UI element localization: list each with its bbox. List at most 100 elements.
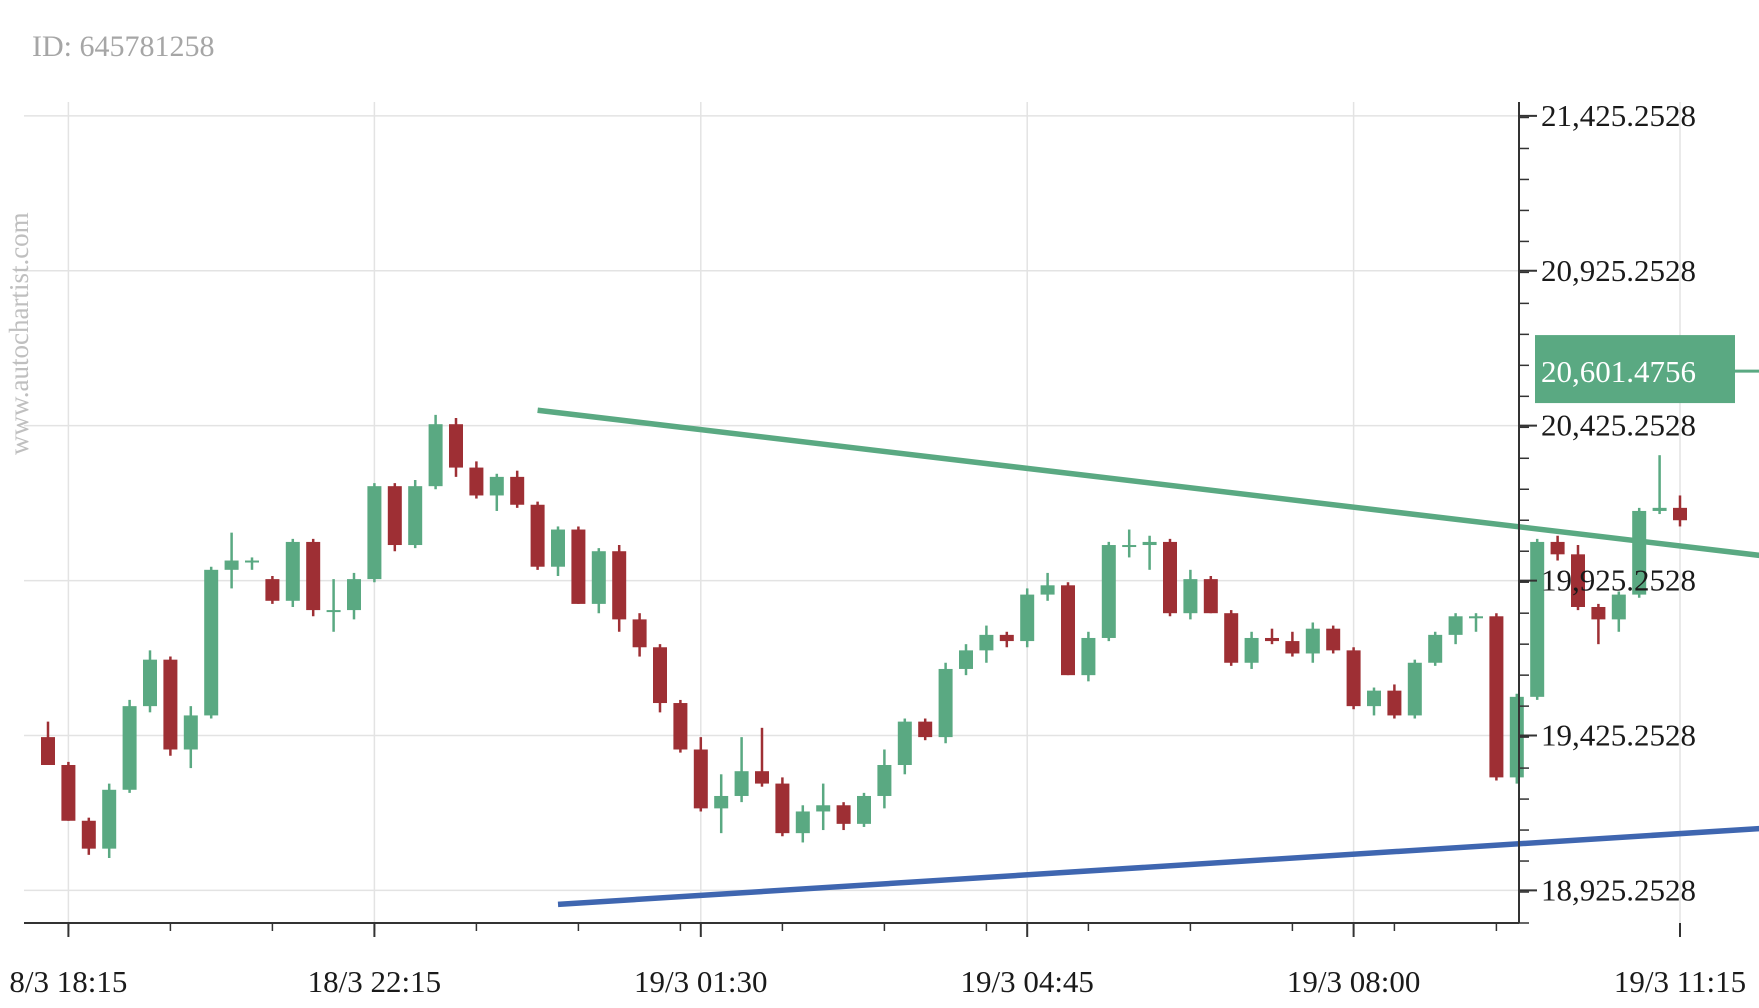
candle-body	[1265, 637, 1279, 642]
candle-body	[571, 529, 586, 604]
candle-body	[1469, 616, 1483, 619]
candle-body	[1489, 616, 1504, 778]
candle-body	[938, 668, 953, 738]
candle-body	[1428, 634, 1443, 663]
candle-body	[285, 541, 300, 601]
y-tick-label: 19,925.2528	[1541, 563, 1696, 598]
y-tick-label: 21,425.2528	[1541, 98, 1696, 133]
candle-body	[469, 467, 484, 496]
x-tick-label: 19/3 01:30	[634, 964, 767, 999]
candle-body	[836, 805, 851, 824]
candle-body	[1040, 585, 1055, 595]
x-tick-label: 8/3 18:15	[9, 964, 127, 999]
candle-body	[41, 737, 55, 765]
candle-body	[102, 789, 117, 849]
candle-body	[1550, 541, 1565, 555]
candle-body	[959, 650, 973, 669]
watermark: www.autochartist.com	[4, 212, 34, 455]
x-tick-label: 18/3 22:15	[308, 964, 441, 999]
candle-body	[1163, 541, 1177, 614]
candle-body	[612, 551, 627, 620]
candle-body	[61, 764, 76, 821]
candle-body	[653, 647, 667, 704]
axis-labels: 21,425.2528 20,925.2528 20,425.2528 19,925.…	[9, 98, 1746, 999]
candle-body	[551, 529, 565, 567]
candle-body	[306, 541, 321, 611]
candle-body	[449, 424, 463, 468]
candle-body	[489, 476, 504, 496]
support-line	[557, 825, 1759, 908]
candle-body	[81, 820, 96, 849]
target-price-badge	[1535, 335, 1735, 404]
candle-body	[714, 795, 729, 809]
candle-body	[734, 771, 749, 796]
candle-body	[122, 706, 137, 790]
candle-body	[632, 619, 647, 648]
candle-body	[775, 783, 790, 834]
candle-body	[1020, 594, 1035, 642]
x-tick-label: 19/3 08:00	[1287, 964, 1420, 999]
candle-body	[428, 424, 443, 487]
candle-body	[857, 795, 871, 824]
candle-body	[204, 569, 219, 716]
y-tick-label: 20,925.2528	[1541, 253, 1696, 288]
candle-body	[591, 551, 606, 604]
chart-id-label: ID: 645781258	[32, 30, 215, 63]
candle-body	[1142, 541, 1157, 546]
y-tick-label: 19,425.2528	[1541, 717, 1696, 752]
candle-body	[1061, 585, 1075, 676]
resistance-line	[537, 407, 1759, 559]
grid-lines	[24, 102, 1681, 923]
candlesticks	[41, 414, 1687, 858]
candle-body	[1122, 545, 1137, 548]
axes	[24, 102, 1681, 937]
candle-body	[1407, 662, 1422, 716]
candle-body	[1591, 606, 1606, 620]
candle-body	[1652, 507, 1667, 511]
candle-body	[1203, 579, 1218, 614]
candle-body	[999, 634, 1014, 642]
candle-body	[530, 504, 545, 567]
candle-body	[1611, 594, 1626, 620]
candle-body	[816, 805, 831, 812]
candle-body	[755, 771, 769, 784]
candle-body	[877, 764, 892, 796]
candle-body	[245, 560, 259, 563]
candle-body	[1673, 507, 1687, 521]
candle-body	[1387, 690, 1402, 716]
candle-body	[795, 811, 810, 834]
candle-body	[510, 476, 525, 505]
y-tick-label: 20,425.2528	[1541, 408, 1696, 443]
candle-body	[408, 486, 423, 546]
candle-body	[1305, 628, 1320, 654]
candle-body	[265, 579, 280, 601]
candle-body	[1285, 641, 1300, 654]
y-tick-label: 18,925.2528	[1541, 872, 1696, 907]
candle-body	[387, 486, 402, 546]
candle-body	[1326, 628, 1341, 651]
candle-body	[897, 721, 912, 765]
candle-body	[367, 486, 382, 580]
candle-body	[1448, 616, 1463, 635]
candle-body	[1224, 613, 1239, 663]
candle-body	[224, 560, 239, 570]
candle-body	[1509, 696, 1524, 778]
candle-body	[1244, 637, 1259, 663]
candle-body	[1346, 650, 1361, 707]
candle-body	[1632, 510, 1647, 595]
candle-body	[693, 749, 708, 809]
target-price-label: 20,601.4756	[1541, 354, 1696, 389]
candle-body	[183, 715, 198, 750]
candle-body	[347, 579, 361, 611]
candle-body	[673, 703, 688, 750]
candle-body	[143, 659, 157, 707]
candle-body	[326, 610, 341, 613]
candle-body	[918, 721, 933, 738]
candle-body	[1367, 690, 1381, 707]
candle-body	[1571, 554, 1585, 607]
x-tick-label: 19/3 11:15	[1614, 964, 1746, 999]
candle-body	[1081, 637, 1096, 676]
candle-body	[979, 634, 994, 651]
x-tick-label: 19/3 04:45	[960, 964, 1093, 999]
